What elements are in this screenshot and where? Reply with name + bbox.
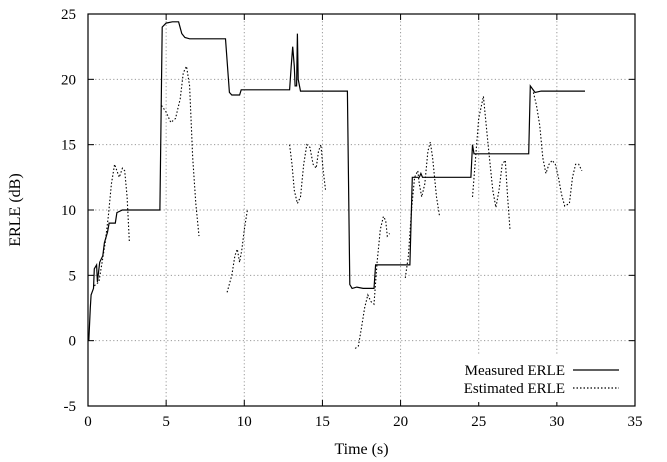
series-line-estimated-erle-segment-4: [289, 143, 327, 206]
series-line-estimated-erle-segment-3: [226, 209, 248, 293]
x-axis-title: Time (s): [334, 441, 388, 458]
x-tick-label: 20: [393, 414, 408, 430]
x-tick-labels: 0 5 10 15 20 25 30 35: [84, 414, 642, 430]
y-tick-label: -5: [64, 399, 77, 415]
y-tick-label: 20: [61, 72, 76, 88]
legend: Measured ERLE Estimated ERLE: [464, 355, 630, 402]
y-tick-labels: -5 0 5 10 15 20 25: [61, 7, 76, 415]
grid-lines: [88, 14, 635, 406]
series-lines: [88, 21, 585, 349]
series-line-measured-erle: [88, 21, 585, 341]
y-tick-label: 25: [61, 7, 76, 23]
x-tick-label: 35: [628, 414, 643, 430]
x-tick-label: 15: [315, 414, 330, 430]
y-tick-label: 10: [61, 203, 76, 219]
x-tick-label: 0: [84, 414, 92, 430]
series-line-estimated-erle-segment-8: [532, 92, 583, 207]
x-tick-label: 10: [237, 414, 252, 430]
x-tick-label: 30: [549, 414, 564, 430]
y-axis-title: ERLE (dB): [7, 173, 24, 246]
y-tick-label: 5: [69, 268, 77, 284]
plot-frame: [87, 13, 636, 407]
legend-label-estimated: Estimated ERLE: [464, 381, 565, 397]
y-tick-label: 0: [69, 334, 77, 350]
y-tick-label: 15: [61, 138, 76, 154]
x-tick-label: 5: [162, 414, 170, 430]
x-tick-label: 25: [471, 414, 486, 430]
series-line-estimated-erle-segment-2: [161, 64, 200, 237]
series-line-estimated-erle-segment-1: [93, 164, 130, 287]
series-line-estimated-erle-segment-5: [354, 215, 391, 349]
legend-label-measured: Measured ERLE: [465, 363, 565, 379]
